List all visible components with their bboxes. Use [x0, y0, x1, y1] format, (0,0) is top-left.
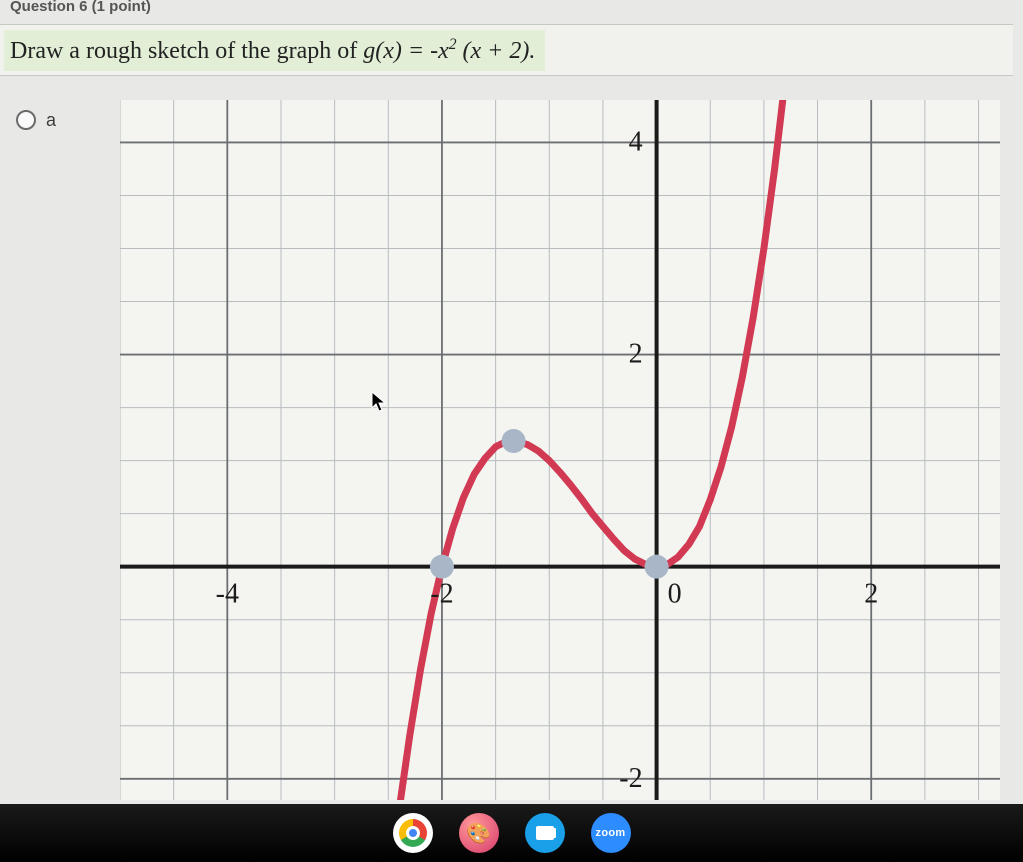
radio-a[interactable]	[16, 110, 36, 130]
svg-text:2: 2	[629, 339, 643, 370]
taskbar-chrome-icon[interactable]	[393, 813, 433, 853]
prompt-bar: Draw a rough sketch of the graph of g(x)…	[0, 24, 1013, 76]
prompt-math: g(x) = -x2 (x + 2).	[363, 38, 535, 64]
graph-panel: -2 2 4 0 -4 -2 2	[120, 100, 1000, 800]
taskbar: 🎨 zoom	[0, 804, 1023, 862]
svg-text:2: 2	[864, 579, 878, 610]
question-header: Question 6 (1 point)	[4, 0, 157, 19]
taskbar-zoom-icon[interactable]: zoom	[591, 813, 631, 853]
svg-text:-2: -2	[619, 763, 642, 794]
svg-text:-4: -4	[216, 579, 239, 610]
svg-text:-2: -2	[430, 579, 453, 610]
svg-text:0: 0	[668, 579, 682, 610]
prompt-text: Draw a rough sketch of the graph of g(x)…	[4, 30, 545, 71]
taskbar-palette-icon[interactable]: 🎨	[459, 813, 499, 853]
answer-option-a[interactable]: a	[16, 92, 56, 131]
taskbar-present-icon[interactable]	[525, 813, 565, 853]
graph-svg: -2 2 4 0 -4 -2 2	[120, 100, 1000, 800]
option-a-label: a	[46, 110, 56, 131]
prompt-prefix: Draw a rough sketch of the graph of	[10, 38, 363, 64]
svg-text:4: 4	[629, 126, 643, 157]
